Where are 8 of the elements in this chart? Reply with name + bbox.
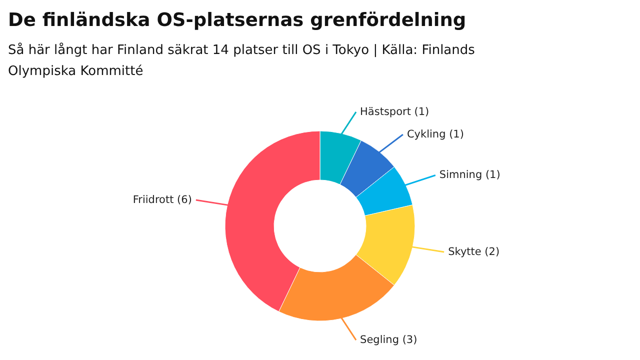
slice-label: Segling (3) <box>360 334 418 346</box>
slice-label: Friidrott (6) <box>132 194 192 206</box>
chart-subtitle: Så här långt har Finland säkrat 14 platser till OS i Tokyo | Källa: Finlands Olympiska Kommitté <box>8 42 476 79</box>
chart-title: De finländska OS-platsernas grenfördelning <box>8 10 466 31</box>
slice-label: Simning (1) <box>439 169 500 182</box>
slice-label: Cykling (1) <box>406 128 464 141</box>
slice-label: Hästsport (1) <box>360 106 430 118</box>
slice-label: Skytte (2) <box>448 246 500 258</box>
